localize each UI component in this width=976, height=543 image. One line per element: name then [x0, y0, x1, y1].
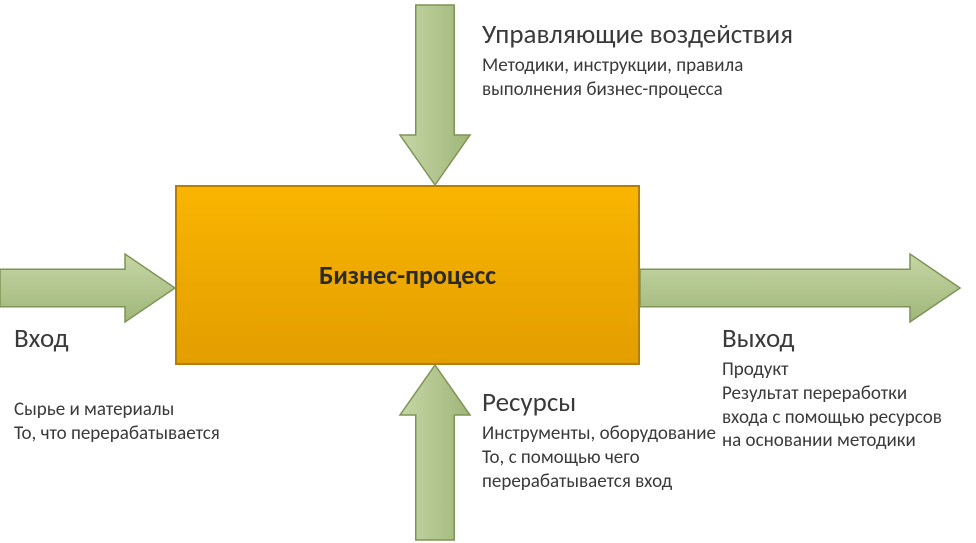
arrow-left: [0, 254, 175, 322]
right-subtitle: ПродуктРезультат переработкивхода с помо…: [722, 358, 942, 453]
left-subtitle: Сырье и материалыТо, что перерабатываетс…: [14, 398, 220, 446]
bottom-title: Ресурсы: [482, 386, 576, 420]
arrow-top: [400, 5, 470, 185]
diagram-stage: Бизнес-процесс Управляющие воздействия М…: [0, 0, 976, 543]
right-title: Выход: [722, 322, 795, 356]
top-subtitle: Методики, инструкции, правилавыполнения …: [482, 54, 743, 102]
arrow-right: [640, 254, 960, 322]
process-box: Бизнес-процесс: [175, 185, 640, 365]
process-label: Бизнес-процесс: [319, 259, 496, 291]
arrow-bottom: [400, 365, 470, 540]
left-title: Вход: [14, 322, 69, 356]
bottom-subtitle: Инструменты, оборудованиеТо, с помощью ч…: [482, 422, 716, 493]
top-title: Управляющие воздействия: [482, 18, 793, 52]
